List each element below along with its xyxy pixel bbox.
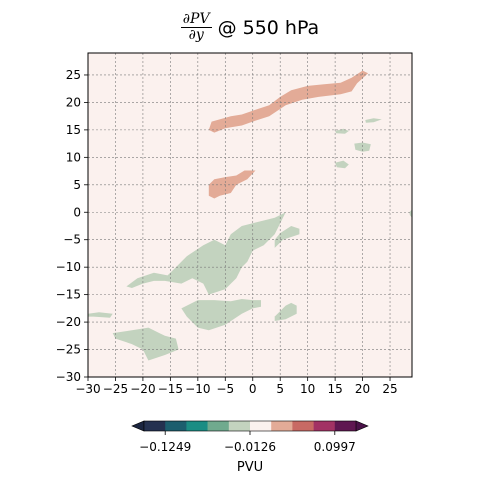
plot-frame (87, 52, 413, 378)
colorbar: −0.1249 −0.0126 0.0997 PVU (131, 420, 369, 475)
y-tick-label: 0 (73, 205, 81, 219)
y-tick-label: 5 (73, 178, 81, 192)
region-positive-band-north (208, 70, 369, 133)
region-negative-large (126, 212, 286, 295)
colorbar-label: PVU (237, 460, 263, 475)
x-tick-label: 15 (327, 382, 342, 396)
y-tick-label: 10 (66, 150, 81, 164)
y-tick-label: −5 (63, 233, 81, 247)
y-tick-label: −20 (56, 315, 81, 329)
colorbar-segment (186, 421, 208, 431)
colorbar-over-arrow (355, 420, 369, 432)
x-tick-label: −10 (185, 382, 210, 396)
colorbar-segment (313, 421, 336, 431)
x-tick-label: 5 (276, 382, 284, 396)
y-tick-label: −15 (56, 288, 81, 302)
title-numerator: ∂PV (180, 11, 212, 28)
title-fraction: ∂PV ∂y (180, 11, 212, 43)
colorbar-segment (250, 421, 272, 431)
x-tick-label: −5 (216, 382, 234, 396)
region-negative-small-d (335, 160, 349, 169)
x-tick-label: −30 (75, 382, 100, 396)
colorbar-segment (207, 421, 230, 431)
region-negative-lower-right (274, 302, 297, 321)
x-tick-label: 10 (300, 382, 315, 396)
colorbar-segment (334, 421, 357, 431)
y-tick-label: −25 (56, 343, 81, 357)
y-tick-label: 20 (66, 95, 81, 109)
x-tick-label: 0 (249, 382, 257, 396)
region-negative-lower-band (181, 299, 261, 331)
colorbar-tick-label: −0.1249 (139, 440, 191, 454)
region-negative-west-sliver (88, 312, 113, 318)
y-tick-label: 15 (66, 123, 81, 137)
title-suffix: @ 550 hPa (217, 16, 320, 39)
region-negative-small-b (365, 118, 382, 123)
region-negative-edge-east (409, 209, 412, 218)
x-tick-label: 25 (382, 382, 397, 396)
x-tick-label: −20 (130, 382, 155, 396)
colorbar-segment (165, 421, 187, 431)
contour-regions (88, 70, 412, 361)
chart-title: ∂PV ∂y @ 550 hPa (0, 12, 500, 43)
colorbar-tick-label: −0.0126 (224, 440, 276, 454)
y-tick-label: −30 (56, 370, 81, 384)
colorbar-segment (271, 421, 293, 431)
colorbar-tick-label: 0.0997 (314, 440, 356, 454)
y-tick-label: 25 (66, 68, 81, 82)
x-tick-label: −25 (103, 382, 128, 396)
title-denominator: ∂y (188, 27, 204, 43)
region-negative-small-c (354, 142, 371, 152)
x-tick-label: −15 (158, 382, 183, 396)
colorbar-under-arrow (131, 420, 145, 432)
colorbar-segment (144, 421, 166, 431)
grid-lines (88, 53, 412, 377)
y-tick-label: −10 (56, 260, 81, 274)
x-tick-label: 20 (355, 382, 370, 396)
region-negative-southwest (112, 327, 179, 361)
colorbar-segment (228, 421, 251, 431)
plot-background (88, 53, 412, 377)
colorbar-segment (292, 421, 314, 431)
region-negative-right-patch (274, 226, 300, 248)
plot-area: −30 −25 −20 −15 −10 −5 0 5 10 15 20 25−30−25−20−15−… (56, 52, 413, 396)
